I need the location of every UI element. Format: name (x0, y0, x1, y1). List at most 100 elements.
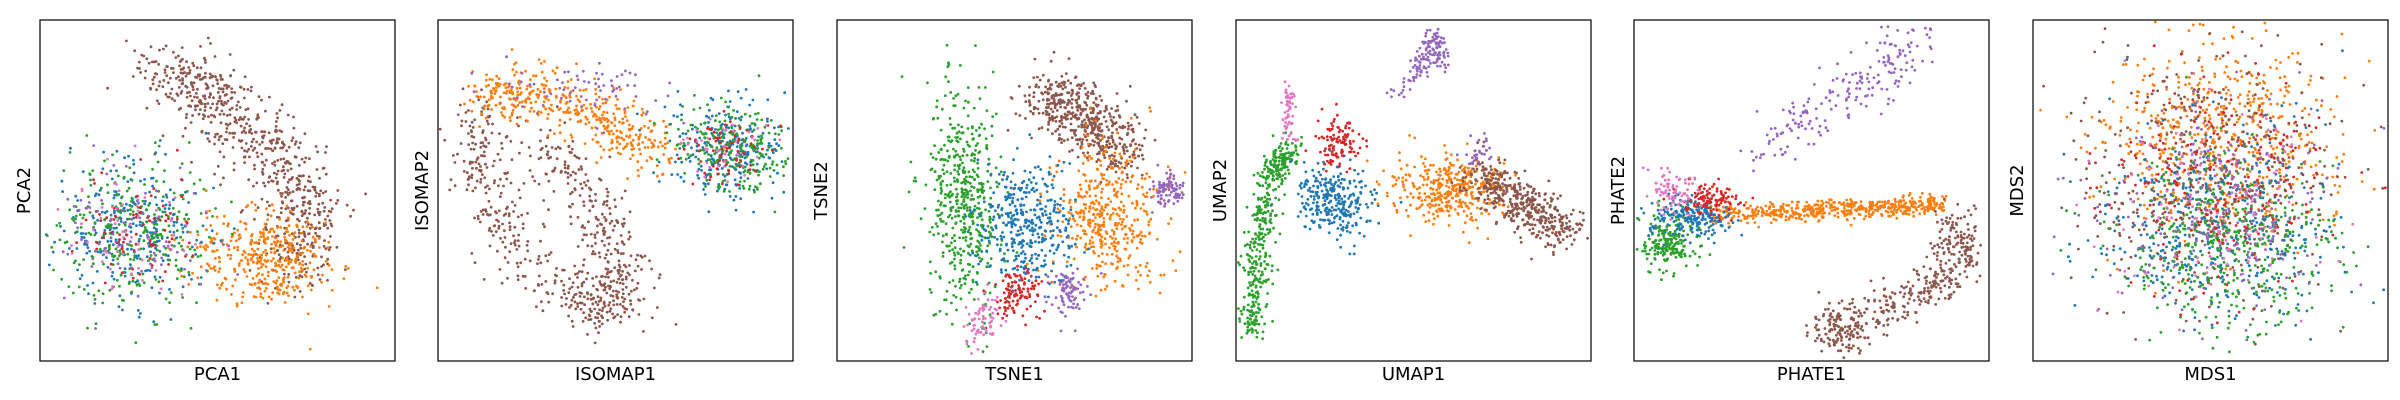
scatter-point (1071, 92, 1074, 95)
scatter-point (948, 117, 952, 120)
scatter-point (1061, 87, 1065, 91)
scatter-point (977, 126, 981, 130)
scatter-point (314, 231, 317, 235)
scatter-point (600, 309, 604, 312)
scatter-point (696, 169, 700, 173)
scatter-point (945, 312, 948, 316)
scatter-point (615, 303, 619, 306)
scatter-point (453, 161, 457, 164)
scatter-point (752, 149, 756, 153)
scatter-point (284, 258, 288, 262)
scatter-point (583, 142, 587, 146)
scatter-point (180, 223, 184, 227)
scatter-point (601, 212, 604, 216)
scatter-point (1128, 84, 1132, 88)
scatter-point (194, 92, 198, 95)
scatter-point (556, 145, 560, 149)
scatter-point (975, 228, 978, 232)
scatter-point (160, 263, 163, 267)
scatter-point (539, 90, 542, 93)
scatter-point (929, 272, 932, 275)
scatter-point (74, 214, 78, 218)
scatter-point (168, 203, 172, 207)
scatter-point (220, 99, 223, 103)
scatter-point (973, 204, 977, 208)
scatter-point (1115, 227, 1119, 231)
scatter-point (1040, 91, 1043, 95)
scatter-point (542, 87, 546, 91)
scatter-point (563, 166, 567, 170)
scatter-point (526, 119, 529, 123)
scatter-point (459, 142, 463, 145)
scatter-point (719, 153, 723, 157)
scatter-point (295, 254, 299, 257)
scatter-point (723, 119, 727, 123)
scatter-point (515, 86, 519, 90)
scatter-point (614, 205, 617, 209)
scatter-point (493, 179, 496, 183)
scatter-point (79, 232, 83, 235)
scatter-point (481, 129, 485, 133)
scatter-point (278, 260, 282, 264)
scatter-point (152, 226, 156, 230)
scatter-point (1072, 217, 1075, 221)
scatter-point (635, 287, 639, 290)
scatter-point (470, 134, 474, 138)
scatter-point (542, 90, 546, 94)
scatter-point (1054, 129, 1057, 133)
scatter-point (86, 246, 90, 250)
scatter-point (485, 119, 489, 123)
scatter-point (608, 309, 612, 313)
scatter-point (266, 147, 270, 150)
scatter-point (122, 240, 125, 244)
scatter-point (745, 143, 749, 147)
scatter-point (654, 99, 658, 102)
scatter-point (484, 208, 487, 212)
scatter-point (285, 291, 289, 295)
scatter-point (228, 122, 232, 125)
scatter-point (211, 102, 215, 106)
scatter-point (1116, 108, 1120, 112)
scatter-point (541, 222, 545, 226)
scatter-point (297, 276, 301, 280)
scatter-point (739, 144, 743, 148)
scatter-point (1119, 183, 1123, 186)
scatter-point (1092, 245, 1095, 249)
scatter-point (598, 61, 601, 65)
scatter-point (239, 140, 243, 143)
scatter-point (326, 257, 330, 261)
scatter-point (264, 226, 268, 229)
scatter-point (704, 132, 708, 136)
scatter-point (215, 78, 219, 82)
scatter-point (650, 316, 654, 320)
scatter-point (233, 131, 237, 135)
scatter-point (111, 258, 115, 262)
scatter-point (130, 178, 134, 182)
scatter-point (1096, 223, 1100, 227)
scatter-point (709, 96, 713, 100)
scatter-point (976, 196, 980, 199)
scatter-point (697, 157, 700, 161)
scatter-point (149, 234, 153, 237)
scatter-point (517, 188, 521, 192)
scatter-point (80, 238, 83, 242)
scatter-point (276, 287, 279, 291)
scatter-point (708, 117, 712, 121)
scatter-point (330, 268, 334, 271)
scatter-point (164, 193, 168, 197)
scatter-point (593, 77, 596, 81)
scatter-point (162, 79, 166, 82)
scatter-point (470, 71, 474, 75)
scatter-point (1043, 90, 1047, 94)
scatter-point (253, 241, 256, 245)
scatter-point (1140, 153, 1144, 157)
scatter-point (1083, 245, 1087, 249)
scatter-point (131, 279, 135, 283)
scatter-point (155, 72, 159, 76)
scatter-point (602, 110, 606, 114)
scatter-point (1166, 165, 1170, 169)
scatter-point (580, 187, 584, 190)
scatter-point (743, 139, 747, 143)
scatter-point (88, 211, 92, 214)
scatter-point (1116, 104, 1119, 108)
